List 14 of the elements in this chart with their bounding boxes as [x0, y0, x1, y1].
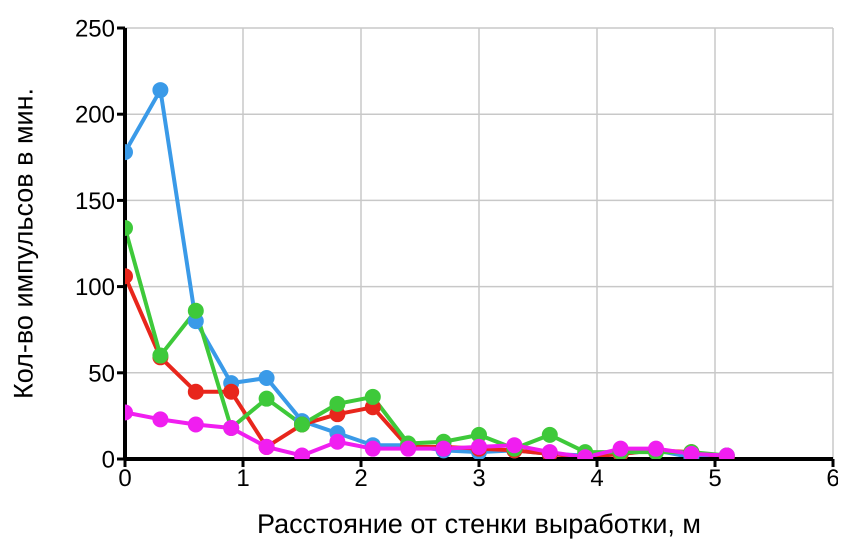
- y-tick-label: 250: [74, 16, 115, 43]
- y-tick-label: 100: [74, 274, 115, 302]
- x-tick-label: 3: [472, 465, 486, 492]
- x-tick-label: 4: [590, 465, 604, 492]
- x-tick-label: 0: [118, 465, 132, 492]
- x-tick-label: 2: [354, 465, 368, 492]
- y-axis-title: Кол-во импульсов в мин.: [8, 88, 39, 400]
- y-tick-label: 50: [88, 360, 115, 388]
- y-tick-label: 0: [102, 446, 115, 474]
- x-tick-label: 1: [236, 465, 250, 492]
- x-tick-label: 5: [708, 465, 722, 492]
- y-tick-label: 150: [74, 188, 115, 215]
- y-tick-label: 200: [74, 102, 115, 129]
- x-axis-title: Расстояние от стенки выработки, м: [256, 509, 702, 539]
